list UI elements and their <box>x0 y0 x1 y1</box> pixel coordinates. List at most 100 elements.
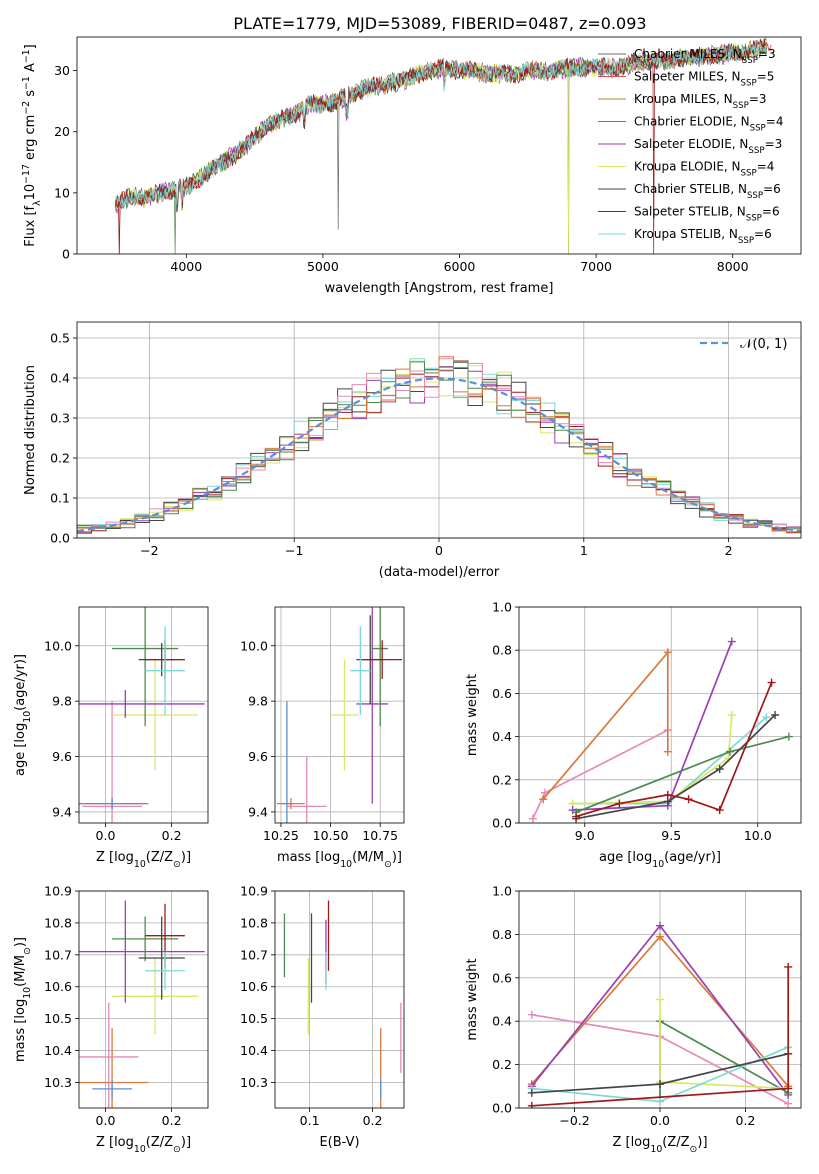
x-tick-label: 8000 <box>717 259 749 274</box>
weight-lines <box>528 637 793 823</box>
y-tick-label: 0.2 <box>492 1057 512 1072</box>
x-tick-label: 9.5 <box>661 828 681 843</box>
y-tick-label: 10.9 <box>44 884 72 899</box>
weight-marker <box>656 995 664 1004</box>
x-tick-label: 10.50 <box>313 828 349 843</box>
plot-frame <box>518 890 802 1109</box>
weight-marker <box>771 711 780 719</box>
y-tick-label: 1.0 <box>492 884 512 899</box>
y-tick-label: 9.6 <box>52 749 72 764</box>
weight-lines <box>527 921 793 1108</box>
y-tick-label: 9.8 <box>52 694 72 709</box>
y-tick-label: 0.0 <box>50 531 70 546</box>
weight-vs-age-panel: 9.0 9.5 10.0 0.0 0.2 0.4 0.6 0.8 1.0 age [log10(a… <box>465 600 802 870</box>
residual-histogram-panel: −2 −1 0 1 2 0.0 0.1 0.2 0.3 0.4 0.5 (data-model)/er… <box>23 321 802 580</box>
y-tick-label: 10.6 <box>44 979 72 994</box>
figure-title: PLATE=1779, MJD=53089, FIBERID=0487, z=0… <box>233 14 646 33</box>
age-vs-mass-panel: 10.25 10.50 10.75 9.4 9.6 9.8 10.0 mass [log10(… <box>240 606 405 870</box>
y-tick-label: 0.4 <box>50 371 70 386</box>
spectrum-line-7 <box>114 40 768 254</box>
y-tick-label: 10.8 <box>44 915 72 930</box>
x-tick-label: −2 <box>140 543 158 558</box>
legend-label: 𝒩(0, 1) <box>740 337 787 352</box>
plot-frame <box>78 890 209 1109</box>
x-tick-label: 0.2 <box>162 828 182 843</box>
y-tick-label: 0.6 <box>492 970 512 985</box>
x-tick-label: 9.0 <box>575 828 595 843</box>
weight-marker <box>572 812 581 821</box>
x-axis-label: Z [log10(Z/Z⊙)] <box>612 1135 707 1155</box>
x-tick-label: 0.1 <box>300 1113 320 1128</box>
y-axis-label: mass [log10(M/M⊙)] <box>13 937 33 1062</box>
y-tick-label: 9.8 <box>248 694 268 709</box>
normal-reference-curve <box>77 377 801 533</box>
y-axis-label: Normed distribution <box>23 365 38 495</box>
x-tick-label: −0.2 <box>559 1113 589 1128</box>
y-tick-label: 0.2 <box>50 451 70 466</box>
x-axis-label: E(B-V) <box>319 1135 359 1150</box>
y-tick-label: 30 <box>54 63 70 78</box>
legend-label: Chabrier MILES, NSSP=3 <box>634 47 776 66</box>
weight-marker <box>684 795 693 804</box>
x-tick-label: 4000 <box>170 259 202 274</box>
legend-label: Salpeter STELIB, NSSP=6 <box>634 205 780 224</box>
y-tick-label: 0.0 <box>492 1101 512 1116</box>
weight-marker <box>762 713 771 722</box>
x-tick-label: 2 <box>725 543 733 558</box>
y-tick-label: 10.0 <box>44 638 72 653</box>
weight-marker <box>528 814 537 823</box>
y-tick-label: 0.0 <box>492 816 512 831</box>
x-tick-label: 0.0 <box>96 1113 116 1128</box>
weight-marker <box>527 1010 536 1019</box>
x-axis-label: Z [log10(Z/Z⊙)] <box>96 850 191 870</box>
weight-marker <box>656 1097 664 1106</box>
weight-marker <box>663 648 672 657</box>
y-tick-label: 10.6 <box>240 979 268 994</box>
y-tick-label: 0.1 <box>50 491 70 506</box>
y-axis-label: mass weight <box>465 958 480 1040</box>
weight-vs-metallicity-panel: −0.2 0.0 0.2 0.0 0.2 0.4 0.6 0.8 1.0 Z [log10(Z/Z… <box>465 884 802 1155</box>
x-tick-label: 0.2 <box>363 1113 383 1128</box>
y-tick-label: 0.2 <box>492 772 512 787</box>
y-tick-label: 10.7 <box>44 947 72 962</box>
x-tick-label: 7000 <box>580 259 612 274</box>
x-tick-label: 10.75 <box>362 828 398 843</box>
weight-marker <box>715 806 724 815</box>
weight-series-3 <box>572 714 733 805</box>
weight-series-1 <box>542 650 669 800</box>
x-tick-label: 1 <box>580 543 588 558</box>
weight-marker <box>726 747 735 756</box>
weight-series-4 <box>572 641 733 811</box>
legend-label: Kroupa MILES, NSSP=3 <box>634 92 767 111</box>
y-tick-label: 10.0 <box>240 638 268 653</box>
age-vs-metallicity-panel: 0.0 0.2 9.4 9.6 9.8 10.0 Z [log10(Z/Z⊙)] age [l… <box>13 606 209 870</box>
y-tick-label: 0.4 <box>492 1014 512 1029</box>
plot-frame <box>76 321 802 539</box>
x-tick-label: 10.25 <box>263 828 299 843</box>
x-tick-label: 0.2 <box>736 1113 756 1128</box>
legend-label: Salpeter MILES, NSSP=5 <box>634 70 774 89</box>
legend-label: Chabrier STELIB, NSSP=6 <box>634 182 781 201</box>
errorbars <box>79 607 205 823</box>
plot-frame <box>78 606 209 824</box>
weight-marker <box>656 932 664 941</box>
weight-marker <box>663 790 672 799</box>
x-tick-label: 6000 <box>444 259 476 274</box>
weight-marker <box>656 1080 664 1089</box>
y-tick-label: 20 <box>54 124 70 139</box>
plot-frame <box>76 36 802 255</box>
y-tick-label: 10.4 <box>44 1043 72 1058</box>
x-axis-label: Z [log10(Z/Z⊙)] <box>96 1135 191 1155</box>
x-tick-label: 10.0 <box>744 828 772 843</box>
spectrum-panel: 4000 5000 6000 7000 8000 0 10 20 30 wavelength [A… <box>21 36 802 296</box>
errorbars <box>276 607 403 823</box>
histograms <box>77 356 801 535</box>
weight-marker <box>715 765 724 773</box>
spectrum-line-6 <box>114 38 768 213</box>
x-tick-label: 0.2 <box>162 1113 182 1128</box>
spectra <box>114 37 772 254</box>
x-tick-label: 0.0 <box>650 1113 670 1128</box>
x-axis-label: (data-model)/error <box>379 565 500 580</box>
y-axis-label: Flux [fλ10−17 erg cm−2 s−1 A−1] <box>21 44 43 246</box>
y-tick-label: 10.8 <box>240 915 268 930</box>
